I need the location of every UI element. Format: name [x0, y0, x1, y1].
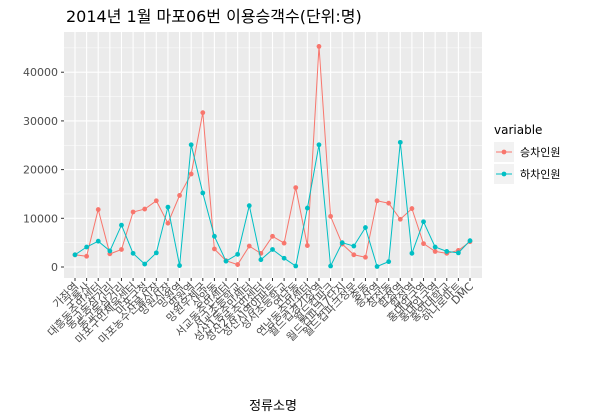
data-point [432, 249, 438, 254]
data-point [142, 206, 148, 212]
data-point [235, 262, 241, 267]
legend-label: 승차인원 [520, 146, 560, 159]
data-point [304, 205, 310, 211]
data-point [363, 225, 368, 230]
data-point [119, 247, 124, 252]
data-point [316, 142, 322, 148]
data-point [374, 264, 380, 269]
data-point [293, 185, 299, 191]
y-tick-label: 10000 [23, 212, 58, 225]
data-point [212, 246, 217, 252]
data-point [107, 248, 113, 254]
data-point [246, 243, 252, 249]
data-point [165, 220, 171, 226]
data-point [351, 252, 357, 258]
data-point [84, 244, 90, 250]
legend-title: variable [494, 123, 542, 137]
x-axis: 가좌역구룡사대흥동주민센터동교동삼거리동교동삼거리마포구민체육센터마포구청마포농… [44, 278, 476, 346]
data-point [444, 249, 450, 254]
data-point [409, 250, 415, 256]
data-point [281, 255, 287, 261]
data-point [212, 233, 217, 239]
data-point [188, 142, 194, 148]
data-point [200, 110, 206, 116]
data-point [130, 209, 136, 215]
data-point [223, 258, 229, 264]
y-tick-label: 20000 [23, 164, 58, 177]
data-point [432, 244, 438, 250]
data-point [363, 254, 368, 260]
data-point [200, 190, 206, 196]
data-point [351, 243, 357, 249]
data-point [304, 243, 310, 248]
data-point [397, 216, 403, 222]
data-point [270, 247, 275, 252]
data-point [177, 193, 182, 198]
data-point [153, 250, 159, 256]
data-point [293, 263, 299, 269]
data-point [177, 263, 182, 268]
data-point [397, 139, 403, 145]
data-point [270, 233, 275, 239]
legend-key-point [501, 171, 507, 177]
legend-label: 하차인원 [520, 167, 560, 181]
chart-title: 2014년 1월 마포06번 이용승객수(단위:명) [66, 7, 362, 26]
data-point [153, 198, 159, 204]
data-point [421, 241, 426, 247]
data-point [84, 253, 90, 259]
data-point [316, 44, 322, 49]
data-point [409, 206, 415, 211]
data-point [328, 213, 333, 219]
data-point [258, 257, 264, 263]
data-point [455, 250, 461, 256]
data-point [119, 222, 124, 228]
data-point [421, 219, 426, 225]
major-gridlines [64, 32, 482, 278]
data-point [246, 203, 252, 209]
data-point [467, 238, 473, 244]
y-axis: 0 10000 20000 30000 40000 [23, 66, 64, 274]
data-point [72, 252, 78, 258]
data-point [165, 204, 171, 210]
series-layer [72, 44, 473, 269]
data-point [188, 171, 194, 177]
data-point [386, 200, 392, 206]
data-point [95, 238, 101, 244]
data-point [281, 240, 287, 246]
data-point [130, 250, 136, 256]
data-point [374, 198, 380, 204]
y-tick-label: 0 [51, 261, 58, 274]
y-tick-label: 40000 [23, 66, 58, 79]
data-point [235, 251, 241, 257]
data-point [386, 259, 392, 265]
x-axis-title: 정류소명 [249, 399, 297, 414]
data-point [142, 261, 148, 267]
data-point [328, 263, 333, 269]
legend-key-point [501, 149, 507, 155]
y-tick-label: 30000 [23, 115, 58, 128]
data-point [339, 240, 345, 246]
data-point [95, 207, 101, 212]
